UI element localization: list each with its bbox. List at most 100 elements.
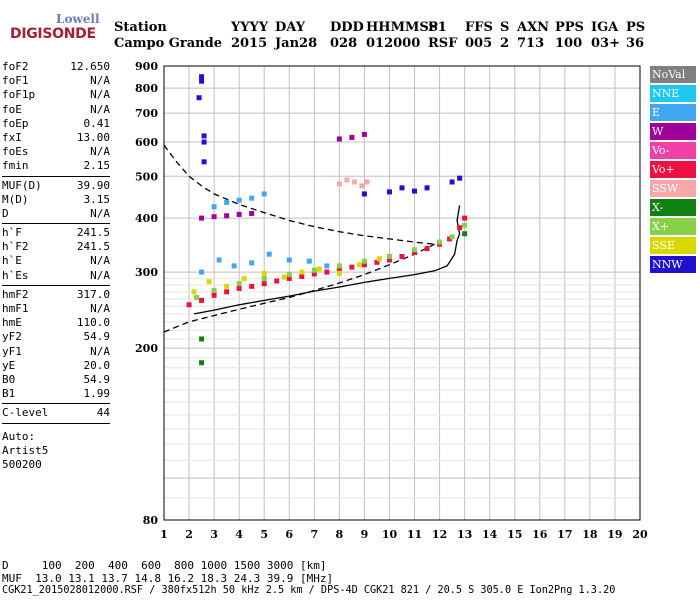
data-point-x — [286, 272, 292, 278]
data-point-w — [211, 214, 217, 220]
profile-solid-line — [193, 205, 461, 315]
y-tick-label: 500 — [135, 170, 158, 183]
data-point-ssw — [364, 179, 370, 185]
legend-item: X+ — [650, 218, 696, 235]
header-value-11: 36 — [626, 36, 645, 51]
x-tick-label: 2 — [185, 528, 193, 541]
logo-lowell-text: Lowell — [56, 12, 100, 26]
param-key: B0 — [2, 372, 16, 386]
data-point-nnw — [457, 175, 463, 181]
data-point-x — [462, 222, 468, 228]
header-value-4: 012000 — [366, 36, 421, 51]
data-point-e — [236, 197, 242, 203]
data-point-nnw — [386, 189, 392, 195]
x-tick-label: 16 — [532, 528, 548, 541]
param-key: yF1 — [2, 344, 22, 358]
x-tick-label: 18 — [582, 528, 598, 541]
param-row: MUF(D) 39.90 — [2, 179, 110, 193]
param-value: N/A — [90, 302, 110, 315]
data-point-vo — [299, 274, 305, 280]
data-point-e — [306, 258, 312, 264]
param-row: D N/A — [2, 207, 110, 221]
param-key: hmF2 — [2, 287, 29, 301]
distance-row: D 100 200 400 600 800 1000 1500 3000 [km… — [2, 559, 327, 572]
data-point-e — [224, 199, 230, 205]
autoscaling-text: Artist5 — [2, 443, 49, 457]
data-point-w — [336, 136, 342, 142]
legend-item: W — [650, 123, 696, 140]
x-tick-label: 1 — [160, 528, 168, 541]
data-point-vo — [324, 269, 330, 275]
param-row: foF1 N/A — [2, 74, 110, 88]
param-key: foF1p — [2, 88, 36, 102]
data-point-w — [361, 131, 367, 137]
data-point-vo — [447, 236, 453, 242]
header-label-9: PPS — [555, 20, 584, 35]
data-point-nnw — [399, 185, 405, 191]
param-key: h`F — [2, 226, 22, 240]
data-point-vo — [199, 297, 205, 303]
header-value-7: 2 — [500, 36, 510, 51]
data-point-sse — [206, 279, 212, 285]
x-tick-label: 7 — [310, 528, 318, 541]
param-key: hmE — [2, 316, 22, 330]
header-value-1: 2015 — [231, 36, 268, 51]
param-key: foE — [2, 102, 22, 116]
param-value: 2.15 — [83, 159, 111, 173]
data-point-x — [336, 263, 342, 269]
param-key: B1 — [2, 387, 16, 401]
data-point-nnw — [412, 188, 418, 194]
param-value: N/A — [90, 145, 110, 159]
data-point-vo — [236, 285, 242, 291]
data-point-e — [216, 257, 222, 263]
data-point-vo — [286, 275, 292, 281]
data-point-e — [286, 257, 292, 263]
param-key: foEp — [2, 116, 29, 130]
param-row: yE 20.0 — [2, 359, 110, 373]
data-point-sse — [224, 283, 230, 289]
x-tick-label: 5 — [260, 528, 268, 541]
param-value: 110.0 — [76, 316, 110, 330]
data-point-vo — [311, 271, 317, 277]
header-label-6: FFS — [465, 20, 493, 35]
param-row: M(D) 3.15 — [2, 193, 110, 207]
param-key: foEs — [2, 145, 29, 159]
data-point-vo — [424, 246, 430, 252]
ionogram-chart: 1 2 3 4 5 6 7 8 9 10 11 12 13 14 15 16 17 18 19 20802003004… — [135, 60, 648, 541]
header-value-6: 005 — [465, 36, 493, 51]
data-point-x — [386, 253, 392, 259]
y-tick-label: 900 — [135, 60, 158, 73]
param-value: 3.15 — [83, 192, 111, 206]
param-row: hmF2 317.0 — [2, 288, 110, 302]
data-point-w — [249, 210, 255, 216]
data-point-e — [249, 260, 255, 266]
data-point-vo — [349, 264, 355, 270]
param-row: B1 1.99 — [2, 387, 110, 401]
param-value: 39.90 — [76, 178, 110, 192]
param-key: h`Es — [2, 268, 29, 282]
param-row: hmF1 N/A — [2, 302, 110, 316]
data-point-nnw — [424, 185, 430, 191]
param-row: h`F 241.5 — [2, 226, 110, 240]
data-point-e — [231, 263, 237, 269]
data-point-x — [311, 267, 317, 273]
data-point-x — [361, 258, 367, 264]
legend-item: X- — [650, 199, 696, 216]
param-key: h`E — [2, 254, 22, 268]
x-tick-label: 13 — [457, 528, 472, 541]
param-row: h`Es N/A — [2, 269, 110, 283]
data-point-x — [199, 360, 205, 366]
param-value: 12.650 — [70, 60, 110, 73]
y-tick-label: 400 — [135, 212, 158, 225]
data-point-ssw — [344, 177, 350, 183]
data-point-nnw — [199, 78, 205, 84]
param-value: N/A — [90, 88, 110, 102]
legend: NoVal NNE E W Vo- Vo+ SSW X- X+ SSE NNW — [650, 66, 696, 275]
param-key: yE — [2, 358, 16, 372]
data-point-vo — [186, 302, 192, 308]
data-point-vo — [274, 278, 280, 284]
header-label-8: AXN — [517, 20, 550, 35]
param-separator — [2, 403, 110, 405]
data-point-vo — [374, 259, 380, 265]
x-tick-label: 3 — [210, 528, 218, 541]
